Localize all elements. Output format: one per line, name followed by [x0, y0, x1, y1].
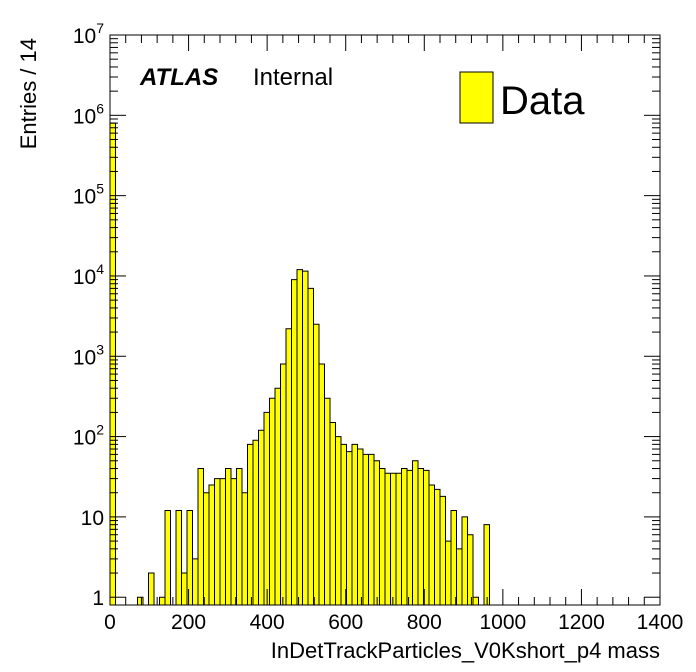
histogram-bar	[352, 444, 358, 605]
y-tick-labels: 1 10 102 103 104 105 106 107	[73, 20, 104, 610]
x-tick-labels: 0 200 400 600 800 1000 1200 1400	[104, 611, 683, 634]
histogram-bar	[407, 470, 413, 605]
histogram-bar	[225, 468, 231, 605]
y-axis-title: Entries / 14	[16, 38, 41, 149]
x-tick-label: 1200	[558, 611, 605, 634]
plot-frame	[109, 34, 661, 606]
histogram-bar	[247, 444, 253, 605]
legend-entry-data: Data	[500, 79, 585, 123]
histogram-bar	[357, 449, 363, 605]
histogram-bar	[209, 484, 215, 605]
histogram-bar	[451, 510, 457, 605]
histogram-bar	[176, 510, 182, 605]
atlas-status-label: Internal	[253, 64, 333, 91]
histogram-bar	[484, 524, 490, 605]
y-tick-label: 104	[73, 261, 104, 289]
histogram-bar	[242, 492, 248, 605]
histogram-bar	[456, 548, 462, 605]
histogram-bar	[434, 489, 440, 605]
histogram-bar	[412, 460, 418, 605]
axis-ticks	[109, 34, 661, 605]
histogram-bar	[418, 468, 424, 605]
legend-swatch	[459, 71, 494, 124]
y-tick-label: 102	[73, 422, 104, 450]
x-tick-label: 0	[104, 611, 116, 634]
y-tick-label: 105	[73, 181, 104, 209]
x-tick-label: 800	[407, 611, 442, 634]
histogram-bar	[165, 510, 171, 605]
histogram-bar	[440, 496, 446, 605]
histogram-bar	[253, 440, 259, 605]
x-axis-title: InDetTrackParticles_V0Kshort_p4 mass	[271, 638, 660, 663]
histogram-bar	[308, 288, 314, 605]
histogram-bar	[236, 468, 242, 605]
y-tick-label: 1	[92, 587, 104, 610]
histogram-bar	[374, 460, 380, 605]
histogram-bar	[423, 470, 429, 605]
histogram-bar	[462, 516, 468, 605]
y-tick-label: 103	[73, 341, 104, 369]
histogram-bar	[346, 451, 352, 605]
atlas-label: ATLAS	[139, 64, 218, 91]
histogram-bar	[297, 269, 303, 605]
histogram-bar	[429, 484, 435, 605]
histogram-bar	[286, 328, 292, 605]
histogram-bar	[203, 492, 209, 605]
histogram-bar	[324, 398, 330, 605]
y-tick-label: 10	[81, 507, 104, 530]
histogram-bar	[291, 279, 297, 605]
histogram-bar	[198, 468, 204, 605]
histogram-bar	[467, 534, 473, 605]
histogram-bar	[473, 597, 479, 605]
histogram-bar	[181, 573, 187, 605]
x-tick-label: 200	[171, 611, 206, 634]
histogram-bar	[363, 454, 369, 605]
histogram-bar	[264, 412, 270, 605]
histogram-bar	[341, 444, 347, 605]
histogram-bar	[302, 271, 308, 605]
histogram-bar	[335, 436, 341, 605]
histogram-bar	[379, 468, 385, 605]
x-tick-label: 1000	[479, 611, 526, 634]
histogram-bar	[231, 478, 237, 605]
histogram-bar	[187, 510, 193, 605]
histogram-bar	[319, 364, 325, 605]
histogram-bar	[401, 468, 407, 605]
histogram-bar	[214, 478, 220, 605]
y-tick-label: 107	[73, 20, 104, 48]
x-tick-label: 600	[328, 611, 363, 634]
histogram-bar	[330, 422, 336, 605]
histogram-bar	[159, 597, 165, 605]
histogram-bars	[109, 122, 490, 606]
histogram-bar	[148, 573, 154, 605]
histogram-bar	[192, 558, 198, 605]
histogram-bar	[368, 454, 374, 605]
histogram-bar	[396, 473, 402, 605]
histogram-bar	[280, 364, 286, 605]
histogram-bar	[275, 388, 281, 605]
histogram-bar	[445, 541, 451, 605]
histogram-bar	[137, 597, 143, 605]
histogram-bar	[220, 478, 226, 605]
x-tick-label: 400	[250, 611, 285, 634]
histogram-bar	[385, 473, 391, 605]
y-tick-label: 106	[73, 100, 104, 128]
histogram-bar	[313, 324, 319, 605]
histogram-bar	[390, 473, 396, 605]
histogram-bar	[269, 398, 275, 605]
histogram-bar	[258, 430, 264, 605]
x-tick-label: 1400	[637, 611, 684, 634]
